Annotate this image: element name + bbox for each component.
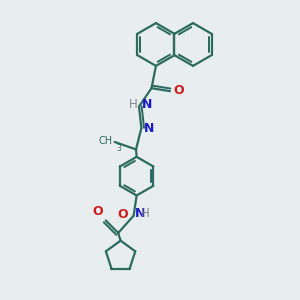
Text: 3: 3 <box>116 144 121 153</box>
Text: O: O <box>118 208 128 221</box>
Text: H: H <box>128 98 137 111</box>
Text: N: N <box>144 122 155 134</box>
Text: H: H <box>141 207 150 220</box>
Text: O: O <box>93 205 103 218</box>
Text: N: N <box>135 207 146 220</box>
Text: N: N <box>141 98 152 111</box>
Text: O: O <box>173 84 184 97</box>
Text: CH: CH <box>99 136 113 146</box>
